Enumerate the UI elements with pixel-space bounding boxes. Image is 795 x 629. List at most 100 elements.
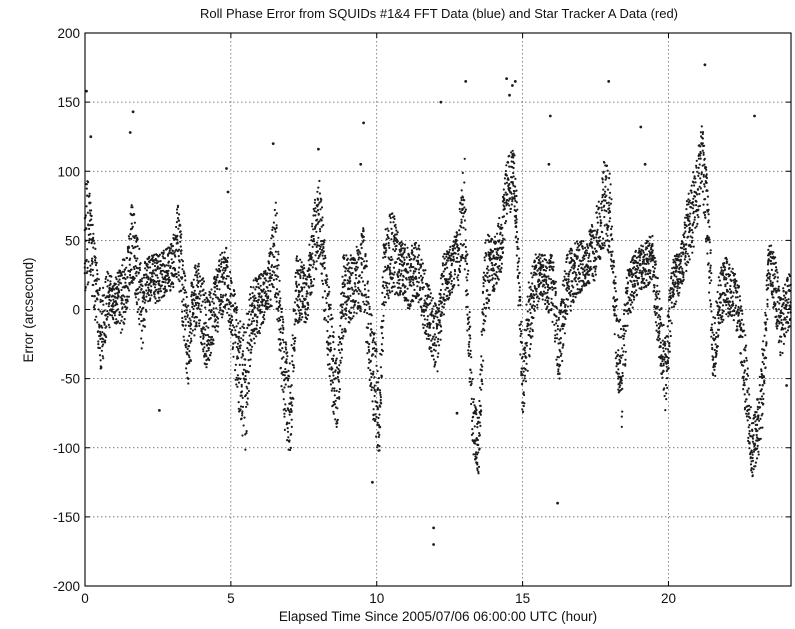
data-point [256, 304, 259, 307]
data-point [425, 332, 428, 336]
data-point [574, 276, 578, 279]
data-point [177, 271, 180, 274]
data-point [429, 322, 432, 325]
data-point [423, 304, 426, 307]
data-point [92, 283, 95, 287]
data-point [610, 254, 613, 257]
data-point [515, 194, 518, 198]
data-point [392, 221, 395, 224]
data-point [302, 264, 305, 267]
data-point [492, 269, 496, 272]
data-point [96, 269, 99, 272]
data-point [125, 266, 128, 269]
data-point [166, 274, 169, 277]
data-point [119, 331, 122, 334]
data-point [276, 275, 280, 278]
data-point [378, 413, 381, 416]
data-point [147, 300, 150, 303]
data-point [655, 312, 658, 315]
data-point [347, 288, 350, 291]
data-point [366, 280, 369, 283]
data-point [264, 277, 267, 280]
data-point [491, 274, 494, 277]
data-point [255, 335, 258, 338]
data-point [312, 234, 315, 238]
data-point [320, 206, 324, 209]
data-point [515, 201, 518, 204]
data-point [315, 260, 318, 263]
data-point [370, 376, 373, 379]
data-point [525, 329, 528, 332]
data-point [597, 200, 600, 203]
data-point [630, 280, 633, 283]
data-point [167, 264, 170, 267]
data-point [446, 259, 449, 262]
data-point [137, 308, 140, 311]
data-point [288, 410, 291, 414]
data-point [265, 292, 268, 296]
data-point [526, 295, 529, 298]
data-point [312, 214, 315, 217]
data-point [299, 300, 302, 303]
data-point [393, 249, 396, 253]
data-point [538, 297, 541, 300]
data-point [99, 359, 102, 362]
data-point [584, 246, 587, 249]
data-point [648, 244, 651, 247]
data-point [301, 316, 304, 319]
data-point [486, 276, 489, 279]
data-point [304, 308, 307, 311]
data-point [477, 470, 480, 473]
data-point [401, 247, 405, 250]
data-point [314, 207, 317, 210]
data-point [92, 236, 95, 239]
data-point [340, 356, 343, 359]
data-point [510, 203, 513, 206]
data-point [244, 378, 248, 381]
data-point [283, 412, 286, 415]
data-point [432, 320, 435, 323]
data-point [609, 264, 613, 267]
data-point [385, 238, 388, 241]
data-point [188, 345, 191, 348]
data-point [277, 320, 280, 323]
data-point [234, 333, 237, 337]
data-point [373, 384, 376, 387]
data-point [446, 294, 449, 297]
data-point [592, 252, 596, 255]
data-point [318, 179, 321, 183]
data-point [550, 307, 553, 311]
data-point [87, 224, 90, 227]
data-point [251, 308, 254, 312]
data-point [292, 397, 295, 400]
data-point [97, 343, 100, 346]
data-point [646, 253, 649, 256]
data-point [514, 236, 517, 239]
data-point [210, 335, 214, 339]
data-point [532, 300, 536, 303]
data-point [236, 342, 240, 345]
data-point [491, 250, 495, 253]
data-point [169, 265, 172, 268]
data-point [123, 322, 126, 325]
data-point [341, 291, 344, 294]
data-point [198, 292, 201, 295]
data-point [351, 288, 354, 291]
data-point [283, 386, 286, 389]
data-point [458, 229, 461, 232]
data-point [357, 292, 360, 295]
data-point [322, 224, 325, 227]
data-point [518, 327, 522, 331]
data-point [546, 305, 549, 308]
data-point [621, 387, 624, 390]
data-point [498, 239, 501, 242]
data-point [117, 308, 120, 311]
data-point [194, 264, 197, 267]
data-point [530, 322, 533, 325]
data-point [141, 319, 144, 322]
data-point [151, 256, 154, 259]
data-point [144, 299, 147, 302]
data-point [91, 223, 94, 226]
data-point [659, 325, 662, 328]
data-point [550, 265, 553, 268]
